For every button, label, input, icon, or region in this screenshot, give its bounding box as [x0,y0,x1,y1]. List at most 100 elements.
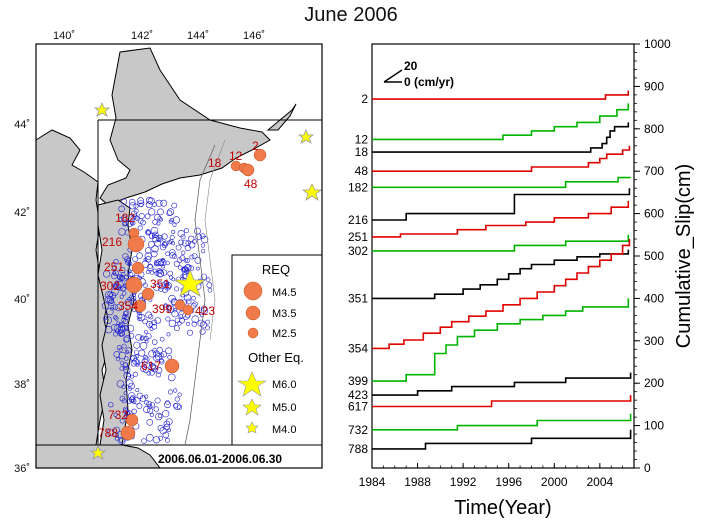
small-eq-marker [143,335,149,341]
small-eq-marker [111,272,118,280]
small-eq-marker [186,321,190,326]
small-eq-marker [133,208,139,214]
small-eq-marker [153,260,159,266]
small-eq-marker [118,205,125,213]
small-eq-marker [163,303,168,308]
small-eq-marker [199,233,206,239]
small-eq-marker [179,255,186,262]
small-eq-marker [167,389,173,395]
small-eq-marker [145,229,152,236]
small-eq-marker [123,335,131,343]
y-tick-label: 600 [644,207,664,221]
x-axis-label: Time(Year) [454,497,551,519]
series-line-732 [372,413,632,431]
small-eq-marker [191,295,196,301]
map-frame [35,43,323,469]
small-eq-marker [157,424,165,432]
small-eq-marker [160,351,167,358]
series-line-617 [372,395,632,408]
small-eq-marker [157,413,163,419]
small-eq-marker [150,270,155,275]
small-eq-marker [171,277,176,282]
small-eq-marker [106,307,114,316]
series-label: 399 [348,374,368,388]
series-line-18 [372,122,630,153]
small-eq-marker [139,336,144,341]
small-eq-marker [157,208,164,216]
small-eq-marker [184,294,192,302]
small-eq-marker [145,256,152,263]
legend-req-item: M2.5 [272,328,296,340]
small-eq-marker [168,294,176,303]
small-eq-marker [200,313,204,318]
small-eq-marker [108,402,114,408]
small-eq-marker [115,304,123,312]
small-eq-marker [101,302,109,310]
small-eq-marker [119,395,126,402]
x-tick-label: 1996 [495,475,522,489]
small-eq-marker [118,228,126,236]
small-eq-marker [156,221,161,226]
small-eq-marker [145,196,153,204]
legend-other-item: M5.0 [272,402,296,414]
small-eq-marker [133,203,139,209]
small-eq-marker [152,436,160,444]
small-eq-marker [122,221,127,227]
small-eq-marker [135,333,142,341]
y-tick-label: 800 [644,122,664,136]
page-title: June 2006 [304,4,398,26]
small-eq-marker [175,244,182,251]
small-eq-marker [119,360,125,366]
small-eq-marker [144,339,149,344]
small-eq-marker [191,253,198,259]
small-eq-marker [160,269,168,276]
small-eq-marker [118,351,127,360]
star-marker [173,268,207,297]
small-eq-marker [124,298,133,307]
x-tick-label: 1992 [450,475,477,489]
small-eq-marker [121,343,127,349]
series-label: 354 [348,341,368,355]
small-eq-marker [126,324,135,333]
small-eq-marker [205,325,210,331]
series-line-423 [372,372,632,396]
series-label: 351 [348,291,368,305]
small-eq-marker [200,321,208,329]
small-eq-marker [130,220,136,226]
small-eq-marker [114,316,119,321]
small-eq-marker [116,380,125,388]
repeater-label: 182 [115,211,135,225]
legend-other-item: M6.0 [272,379,296,391]
small-eq-marker [125,350,130,354]
small-eq-marker [201,236,209,244]
small-eq-marker [207,287,213,293]
lon-tick: 146˚ [243,30,265,42]
small-eq-marker [165,418,173,425]
small-eq-marker [118,437,126,445]
small-eq-marker [105,291,113,299]
small-eq-marker [184,258,190,263]
small-eq-marker [189,254,195,260]
slip-chart: 1984 1988 1992 1996 2000 2004 0 100 200 300 400 50… [348,37,695,519]
lat-tick: 40˚ [14,294,30,306]
small-eq-marker [142,318,148,325]
small-eq-marker [112,265,117,270]
small-eq-marker [180,274,185,279]
small-eq-marker [132,292,137,297]
small-eq-marker [142,366,150,374]
small-eq-marker [129,202,137,210]
small-eq-marker [162,304,169,311]
small-eq-marker [106,296,115,304]
small-eq-marker [132,256,138,262]
scale-indicator: 20 0 (cm/yr) [383,59,454,89]
small-eq-marker [199,328,206,335]
small-eq-marker [137,200,145,207]
small-eq-marker [162,410,170,418]
small-eq-marker [113,351,120,358]
small-eq-marker [122,318,129,325]
small-eq-marker [158,358,165,365]
small-eq-marker [157,236,162,241]
small-eq-marker [155,366,163,374]
series-label: 617 [348,400,368,414]
